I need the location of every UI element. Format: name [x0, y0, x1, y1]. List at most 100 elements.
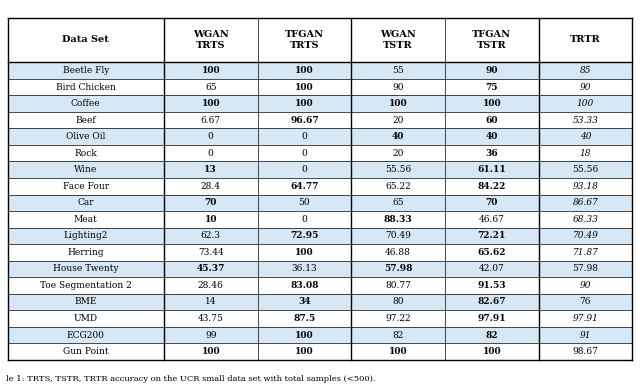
Bar: [8, 178, 632, 194]
Text: 88.33: 88.33: [384, 215, 412, 224]
Text: 14: 14: [205, 298, 216, 307]
Text: Wine: Wine: [74, 165, 97, 174]
Text: 75: 75: [486, 82, 498, 91]
Text: 0: 0: [301, 132, 307, 141]
Bar: [8, 95, 632, 112]
Text: 60: 60: [486, 116, 498, 124]
Text: 82: 82: [392, 331, 404, 340]
Text: 82.67: 82.67: [477, 298, 506, 307]
Bar: [8, 145, 632, 161]
Text: 72.21: 72.21: [477, 231, 506, 240]
Text: Bird Chicken: Bird Chicken: [56, 82, 116, 91]
Text: 100: 100: [295, 99, 314, 108]
Text: Beetle Fly: Beetle Fly: [63, 66, 109, 75]
Text: 100: 100: [202, 99, 220, 108]
Text: 76: 76: [580, 298, 591, 307]
Bar: [8, 79, 632, 95]
Text: 72.95: 72.95: [290, 231, 319, 240]
Text: 90: 90: [392, 82, 404, 91]
Text: 90: 90: [580, 82, 591, 91]
Bar: [8, 310, 632, 327]
Text: 18: 18: [580, 149, 591, 158]
Text: 84.22: 84.22: [477, 182, 506, 191]
Text: 100: 100: [295, 347, 314, 356]
Text: Toe Segmentation 2: Toe Segmentation 2: [40, 281, 132, 290]
Text: TFGAN
TRTS: TFGAN TRTS: [285, 30, 324, 49]
Text: 65.22: 65.22: [385, 182, 411, 191]
Text: 61.11: 61.11: [477, 165, 506, 174]
Text: 50: 50: [299, 198, 310, 207]
Text: 73.44: 73.44: [198, 248, 223, 257]
Text: 0: 0: [301, 215, 307, 224]
Text: 40: 40: [580, 132, 591, 141]
Text: 97.91: 97.91: [573, 314, 598, 323]
Text: 6.67: 6.67: [200, 116, 221, 124]
Text: Data Set: Data Set: [62, 35, 109, 44]
Bar: [8, 261, 632, 277]
Text: 100: 100: [388, 99, 408, 108]
Text: 80.77: 80.77: [385, 281, 411, 290]
Text: 91.53: 91.53: [477, 281, 506, 290]
Text: 90: 90: [486, 66, 498, 75]
Text: 100: 100: [483, 347, 501, 356]
Text: Meat: Meat: [74, 215, 98, 224]
Bar: [8, 294, 632, 310]
Text: WGAN
TRTS: WGAN TRTS: [193, 30, 228, 49]
Text: Face Four: Face Four: [63, 182, 109, 191]
Text: 82: 82: [486, 331, 498, 340]
Text: 68.33: 68.33: [573, 215, 598, 224]
Text: 20: 20: [392, 149, 404, 158]
Text: 62.3: 62.3: [201, 231, 221, 240]
Text: Beef: Beef: [76, 116, 96, 124]
Text: 98.67: 98.67: [573, 347, 598, 356]
Bar: [8, 18, 632, 62]
Text: 100: 100: [577, 99, 594, 108]
Text: 90: 90: [580, 281, 591, 290]
Text: UMD: UMD: [74, 314, 98, 323]
Text: 36: 36: [485, 149, 498, 158]
Text: 55: 55: [392, 66, 404, 75]
Text: 93.18: 93.18: [573, 182, 598, 191]
Bar: [8, 194, 632, 211]
Text: 36.13: 36.13: [292, 265, 317, 273]
Text: 0: 0: [301, 165, 307, 174]
Text: Rock: Rock: [74, 149, 97, 158]
Bar: [8, 161, 632, 178]
Text: 55.56: 55.56: [572, 165, 598, 174]
Text: TFGAN
TSTR: TFGAN TSTR: [472, 30, 511, 49]
Text: 70: 70: [486, 198, 498, 207]
Text: BME: BME: [74, 298, 97, 307]
Text: 100: 100: [295, 82, 314, 91]
Text: 40: 40: [486, 132, 498, 141]
Bar: [8, 128, 632, 145]
Text: 87.5: 87.5: [293, 314, 316, 323]
Text: Lighting2: Lighting2: [63, 231, 108, 240]
Text: ECG200: ECG200: [67, 331, 105, 340]
Text: 57.98: 57.98: [384, 265, 412, 273]
Text: 34: 34: [298, 298, 310, 307]
Text: 100: 100: [388, 347, 408, 356]
Text: 86.67: 86.67: [573, 198, 598, 207]
Text: 0: 0: [208, 149, 214, 158]
Text: 65.62: 65.62: [477, 248, 506, 257]
Text: Gun Point: Gun Point: [63, 347, 109, 356]
Text: 64.77: 64.77: [290, 182, 319, 191]
Text: 97.22: 97.22: [385, 314, 411, 323]
Text: 43.75: 43.75: [198, 314, 223, 323]
Text: WGAN
TSTR: WGAN TSTR: [380, 30, 416, 49]
Text: 53.33: 53.33: [573, 116, 598, 124]
Text: 0: 0: [208, 132, 214, 141]
Text: 46.88: 46.88: [385, 248, 411, 257]
Text: 100: 100: [295, 331, 314, 340]
Text: 100: 100: [202, 66, 220, 75]
Bar: [8, 343, 632, 360]
Text: le 1: TRTS, TSTR, TRTR accuracy on the UCR small data set with total samples (<5: le 1: TRTS, TSTR, TRTR accuracy on the U…: [6, 375, 376, 383]
Text: 100: 100: [483, 99, 501, 108]
Text: Coffee: Coffee: [71, 99, 100, 108]
Text: 85: 85: [580, 66, 591, 75]
Text: 70.49: 70.49: [385, 231, 411, 240]
Text: 97.91: 97.91: [477, 314, 506, 323]
Text: 28.4: 28.4: [201, 182, 221, 191]
Text: 99: 99: [205, 331, 216, 340]
Text: 46.67: 46.67: [479, 215, 505, 224]
